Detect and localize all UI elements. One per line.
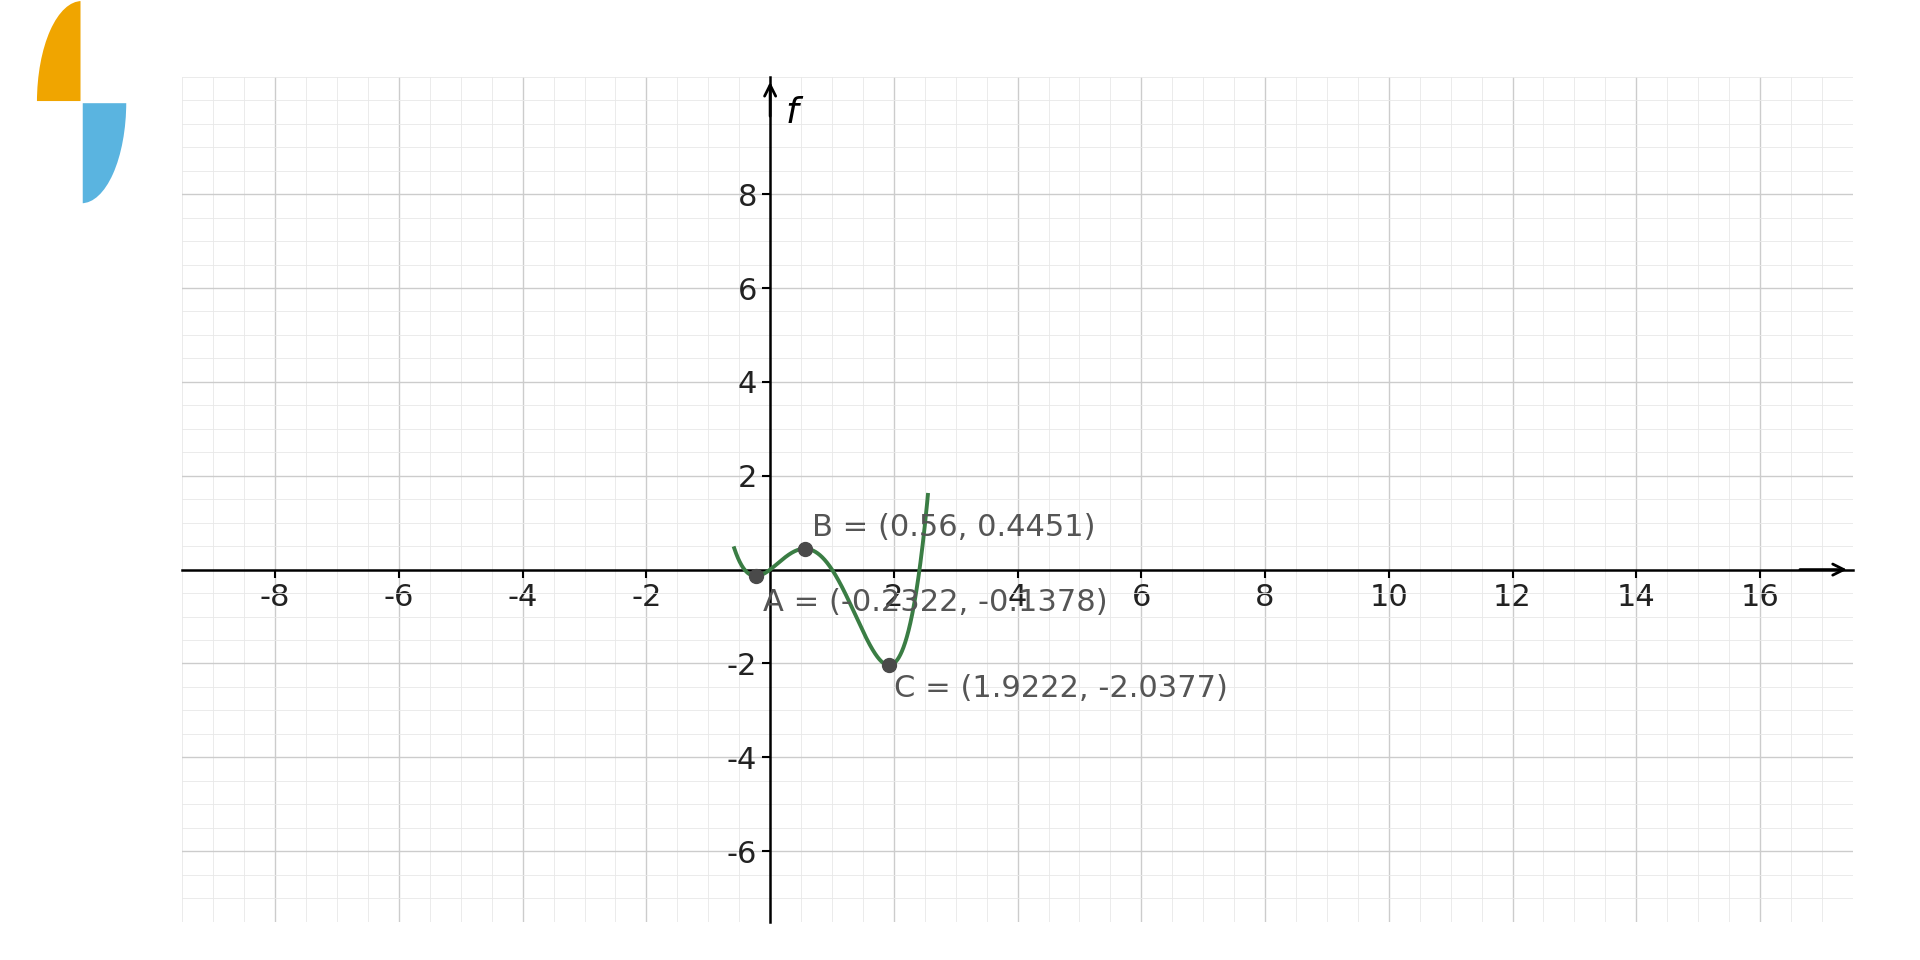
Text: B = (0.56, 0.4451): B = (0.56, 0.4451) (812, 513, 1096, 541)
Text: A = (-0.2322, -0.1378): A = (-0.2322, -0.1378) (762, 588, 1108, 617)
Text: f: f (785, 96, 799, 130)
Wedge shape (36, 0, 81, 102)
Polygon shape (81, 0, 127, 102)
Text: C = (1.9222, -2.0377): C = (1.9222, -2.0377) (895, 674, 1229, 703)
Text: SOM: SOM (42, 219, 121, 248)
Polygon shape (36, 102, 81, 204)
Wedge shape (81, 102, 127, 204)
Text: STORY OF MATHEMATICS: STORY OF MATHEMATICS (35, 295, 129, 303)
